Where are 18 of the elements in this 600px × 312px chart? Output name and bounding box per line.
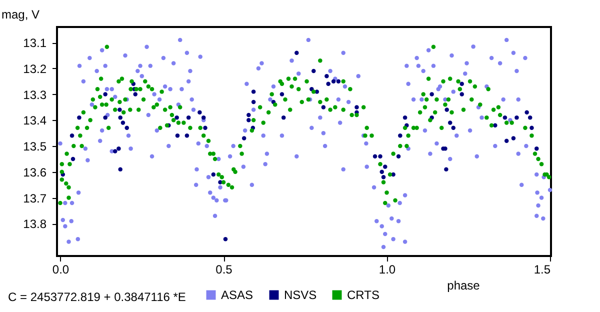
y-tick-label: 13.7 (23, 191, 47, 206)
legend-label: CRTS (347, 288, 380, 302)
legend-label: NSVS (284, 288, 317, 302)
x-tick-label: 1.5 (534, 262, 551, 276)
x-axis-title: phase (447, 278, 480, 292)
y-tick-label: 13.4 (23, 114, 47, 128)
y-tick-label: 13.3 (23, 88, 47, 102)
x-tick-label: 0.5 (216, 262, 233, 276)
x-tick-label: 1.0 (378, 262, 396, 276)
y-tick-label: 13.6 (23, 165, 47, 180)
y-axis-title: mag, V (2, 8, 40, 22)
y-tick-label: 13.2 (23, 62, 47, 76)
x-tick-label: 0.0 (52, 262, 70, 276)
text: C = 2453772.819 + 0.3847116 *E (8, 290, 186, 304)
y-tick-label: 13.5 (23, 140, 47, 154)
y-tick-label: 13.1 (23, 36, 47, 50)
legend-label: ASAS (221, 288, 254, 302)
y-tick-label: 13.8 (23, 217, 47, 232)
